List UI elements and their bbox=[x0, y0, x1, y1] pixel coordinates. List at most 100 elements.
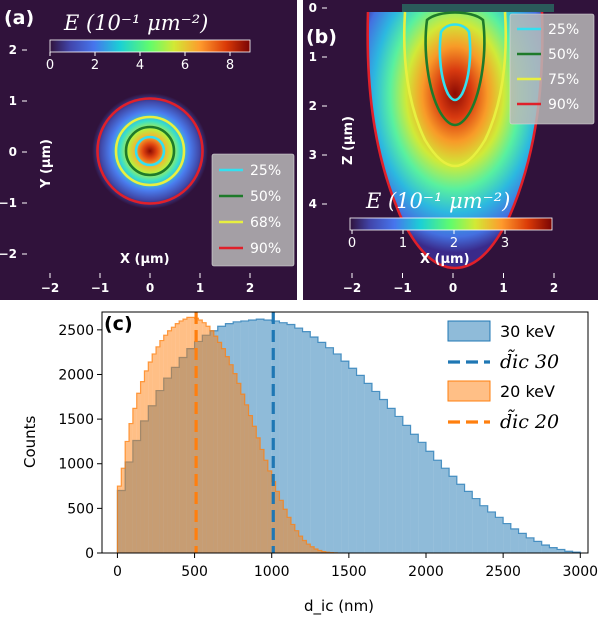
panel-a-xlabel: X (μm) bbox=[120, 252, 170, 267]
histogram-bar bbox=[222, 349, 226, 553]
histogram-bar bbox=[237, 383, 241, 553]
histogram-bar bbox=[295, 328, 303, 553]
histogram-bar bbox=[511, 529, 519, 553]
histogram-bar bbox=[264, 460, 268, 553]
histogram-bar bbox=[380, 399, 388, 553]
histogram-bar bbox=[249, 416, 253, 553]
y-tick-label: 4 bbox=[309, 197, 317, 211]
colorbar-tick-label: 8 bbox=[226, 58, 234, 73]
legend-label: 68% bbox=[250, 215, 281, 231]
histogram-bar bbox=[349, 368, 357, 553]
legend-label: 50% bbox=[250, 189, 281, 205]
histogram-bar bbox=[129, 424, 133, 553]
x-tick-label: −1 bbox=[393, 281, 411, 295]
histogram-bar bbox=[187, 317, 191, 553]
panel-a-colorbar bbox=[50, 40, 250, 52]
histogram-bar bbox=[260, 449, 264, 553]
x-tick-label: 0 bbox=[113, 564, 122, 580]
x-tick-label: 1000 bbox=[254, 564, 290, 580]
y-tick-label: 1000 bbox=[58, 457, 94, 473]
y-tick-label: 500 bbox=[67, 501, 94, 517]
panel-b-ylabel: Z (μm) bbox=[341, 116, 356, 165]
histogram-bar bbox=[480, 506, 488, 553]
histogram-bar bbox=[472, 499, 480, 553]
histogram-bar bbox=[256, 438, 260, 553]
legend-label: 30 keV bbox=[500, 322, 555, 341]
legend-label: d̃ic 30 bbox=[500, 350, 559, 373]
histogram-bar bbox=[457, 484, 465, 553]
histogram-bar bbox=[333, 354, 341, 553]
histogram-bar bbox=[202, 323, 206, 553]
panel-a-ylabel: Y (μm) bbox=[39, 139, 54, 189]
panel-b-surface bbox=[402, 4, 554, 12]
x-tick-label: −1 bbox=[91, 281, 109, 295]
panel-b-label: (b) bbox=[306, 26, 337, 48]
histogram-bar bbox=[168, 331, 172, 553]
legend-label: d̃ic 20 bbox=[500, 410, 559, 433]
histogram-bar bbox=[218, 342, 222, 553]
histogram-bar bbox=[225, 357, 229, 553]
histogram-bar bbox=[326, 348, 334, 553]
histogram-bar bbox=[503, 524, 511, 553]
histogram-bar bbox=[465, 491, 473, 553]
histogram-bar bbox=[488, 512, 496, 553]
y-tick-label: 2000 bbox=[58, 367, 94, 383]
y-tick-label: 0 bbox=[9, 145, 17, 159]
histogram-bar bbox=[534, 541, 542, 553]
histogram-bar bbox=[403, 425, 411, 553]
x-tick-label: 0 bbox=[449, 281, 457, 295]
y-tick-label: −2 bbox=[0, 247, 17, 261]
y-tick-label: 3 bbox=[309, 148, 317, 162]
colorbar-tick-label: 1 bbox=[399, 236, 407, 251]
histogram-bar bbox=[141, 382, 145, 553]
legend-swatch bbox=[448, 321, 490, 341]
x-tick-label: 1 bbox=[499, 281, 507, 295]
x-tick-label: 2 bbox=[550, 281, 558, 295]
colorbar-tick-label: 6 bbox=[181, 58, 189, 73]
colorbar-tick-label: 0 bbox=[46, 58, 54, 73]
histogram-bar bbox=[137, 393, 141, 553]
colorbar-tick-label: 0 bbox=[348, 236, 356, 251]
histogram-bar bbox=[144, 371, 148, 553]
histogram-bar bbox=[160, 341, 164, 553]
histogram-bar bbox=[357, 375, 365, 553]
histogram-bar bbox=[449, 476, 457, 553]
y-tick-label: 0 bbox=[85, 546, 94, 562]
histogram-bar bbox=[268, 471, 272, 553]
legend-label: 25% bbox=[548, 22, 579, 38]
histogram-bar bbox=[495, 517, 503, 553]
histogram-bar bbox=[175, 324, 179, 553]
x-tick-label: 2 bbox=[246, 281, 254, 295]
histogram-bar bbox=[233, 374, 237, 553]
histogram-bar bbox=[310, 337, 318, 553]
histogram-bar bbox=[148, 362, 152, 553]
panel-a-energy-spot bbox=[92, 93, 208, 209]
histogram-bar bbox=[206, 326, 210, 553]
histogram-bar bbox=[241, 394, 245, 553]
histogram-bar bbox=[395, 416, 403, 553]
histogram-bar bbox=[252, 426, 256, 553]
y-tick-label: 1 bbox=[309, 50, 317, 64]
histogram-bar bbox=[426, 451, 434, 553]
legend-label: 75% bbox=[548, 72, 579, 88]
histogram-bar bbox=[387, 408, 395, 553]
panel-c-ylabel: Counts bbox=[21, 415, 39, 468]
histogram-bar bbox=[133, 408, 137, 553]
y-tick-label: −1 bbox=[0, 196, 17, 210]
x-tick-label: 2000 bbox=[408, 564, 444, 580]
panel-b-xlabel: X (μm) bbox=[420, 252, 470, 267]
colorbar-tick-label: 4 bbox=[136, 58, 144, 73]
colorbar-tick-label: 2 bbox=[450, 236, 458, 251]
panel-a-colorbar-title: E (10⁻¹ μm⁻²) bbox=[63, 11, 208, 35]
histogram-bar bbox=[318, 342, 326, 553]
y-tick-label: 0 bbox=[309, 1, 317, 15]
histogram-bar bbox=[198, 320, 202, 553]
legend-label: 90% bbox=[250, 241, 281, 257]
histogram-bar bbox=[214, 336, 218, 553]
legend-label: 25% bbox=[250, 163, 281, 179]
